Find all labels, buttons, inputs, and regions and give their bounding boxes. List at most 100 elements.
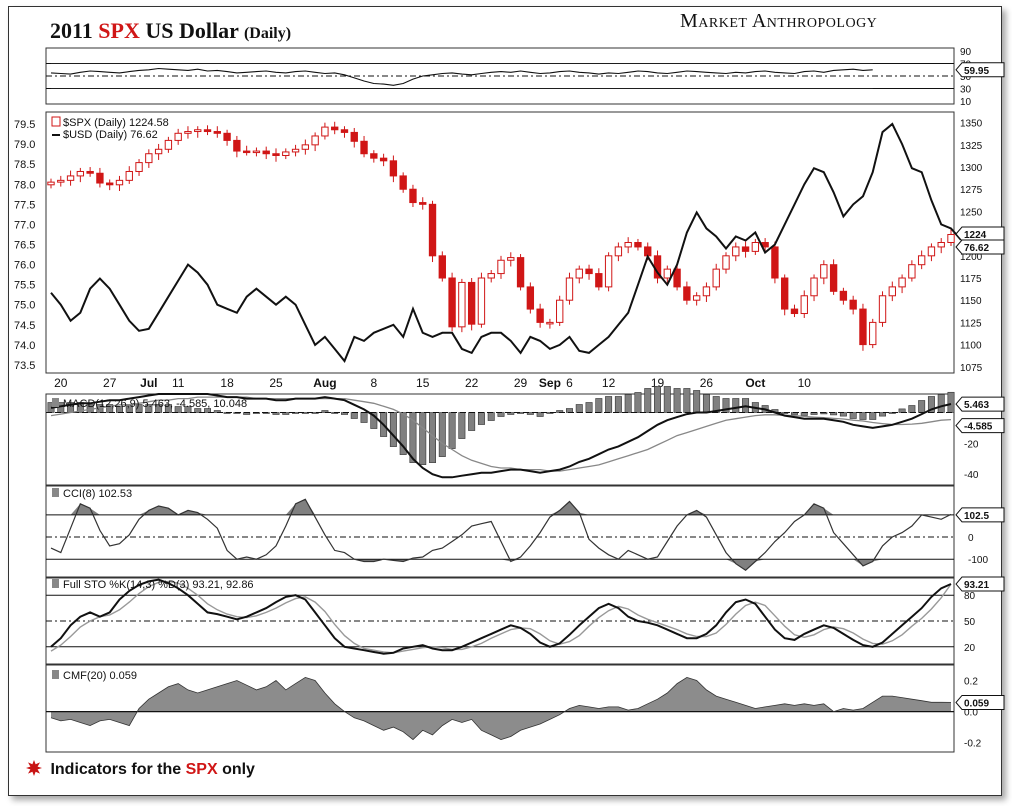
spx-candle-up <box>624 242 632 248</box>
spx-candle-down <box>771 246 779 279</box>
stoch-current-tag: 93.21 <box>964 580 989 591</box>
macd-histogram-bar <box>389 412 397 447</box>
spx-candle-down <box>859 308 867 346</box>
spx-candle-up <box>663 268 671 279</box>
usd-axis-label: 78.0 <box>14 179 35 191</box>
rsi-axis-label: 50 <box>960 72 972 83</box>
footnote: Indicators for the SPX only <box>26 760 255 779</box>
macd-histogram-bar <box>634 392 642 413</box>
x-tick-label: 22 <box>465 376 479 390</box>
spx-candle-up <box>732 246 740 257</box>
macd-histogram-bar <box>204 408 212 413</box>
macd-histogram-bar <box>908 405 916 413</box>
macd-histogram-bar <box>409 412 417 463</box>
macd-histogram-bar <box>605 396 613 413</box>
spx-candle-up <box>556 299 564 323</box>
spx-candle-up <box>927 246 936 257</box>
spx-candle-up <box>282 151 290 156</box>
spx-axis-label: 1100 <box>960 341 982 352</box>
macd-histogram-bar <box>849 412 857 419</box>
macd-histogram-bar <box>458 412 466 439</box>
x-tick-label: 11 <box>172 376 185 390</box>
rsi-axis-label: 30 <box>960 84 972 95</box>
stoch-current-tag-box <box>955 576 1005 592</box>
spx-candle-up <box>487 273 495 279</box>
macd-histogram-bar <box>879 412 887 417</box>
macd-histogram-bar <box>644 388 652 413</box>
spx-axis-label: 1150 <box>960 296 982 307</box>
rsi-axis-label: 10 <box>960 97 972 108</box>
macd-histogram-bar <box>321 410 329 413</box>
macd-histogram-bar <box>663 386 671 413</box>
spx-axis-label: 1300 <box>960 163 983 174</box>
x-tick-label: 12 <box>602 376 616 390</box>
spx-legend-label: $SPX (Daily) 1224.58 <box>63 117 169 129</box>
x-tick-label: 29 <box>514 376 528 390</box>
spx-candle-down <box>829 264 838 292</box>
spx-candle-up <box>546 321 554 325</box>
spx-candle-up <box>947 234 955 244</box>
spx-current-tag-box <box>955 226 1005 242</box>
stoch-label: Full STO %K(14,3) %D(3) 93.21, 92.86 <box>63 579 254 591</box>
cci-fill-above <box>51 499 951 515</box>
spx-axis-label: 1250 <box>960 207 983 218</box>
spx-candle-up <box>722 255 730 270</box>
panel-icon <box>52 488 59 497</box>
stoch-d-line <box>50 580 952 654</box>
spx-candle-down <box>106 182 114 186</box>
spx-candle-up <box>507 257 515 261</box>
x-tick-label: 26 <box>700 376 714 390</box>
rsi-line <box>50 67 873 86</box>
rsi-axis-label: 90 <box>960 47 972 58</box>
usd-axis-label: 79.0 <box>14 139 35 151</box>
x-tick-label: 6 <box>566 376 573 390</box>
spx-candle-down <box>360 140 368 155</box>
spx-candle-down <box>331 126 339 131</box>
cci-current-tag: 102.5 <box>964 511 989 522</box>
brand-name: Market Anthropology <box>680 10 878 32</box>
macd-axis-label: -40 <box>964 470 979 481</box>
macd-current-tag-box <box>955 396 1005 412</box>
macd-histogram-bar <box>693 390 701 413</box>
cmf-line <box>50 676 952 741</box>
x-tick-label: 10 <box>798 376 812 390</box>
x-tick-label: 25 <box>269 376 283 390</box>
macd-histogram-bar <box>575 404 583 413</box>
spx-candle-down <box>526 286 535 310</box>
macd-histogram-bar <box>614 396 622 413</box>
spx-candle-down <box>644 246 652 257</box>
spx-candle-down <box>595 273 603 288</box>
usd-axis-label: 77.0 <box>14 219 35 231</box>
cci-axis-label: 0 <box>968 533 974 544</box>
spx-candle-down <box>262 150 270 155</box>
spx-candle-up <box>194 129 202 133</box>
macd-histogram-bar <box>947 391 955 413</box>
spx-candle-down <box>233 139 241 152</box>
spx-candle-down <box>585 268 593 275</box>
spx-axis-label: 1325 <box>960 141 983 152</box>
macd-line <box>50 393 952 479</box>
x-tick-label: 20 <box>54 376 68 390</box>
x-tick-label: 15 <box>416 376 430 390</box>
macd-histogram-bar <box>350 412 358 419</box>
macd-histogram-bar <box>595 398 603 413</box>
price-panel <box>45 111 955 374</box>
macd-histogram-bar <box>683 388 691 413</box>
spx-candle-down <box>86 170 94 174</box>
footnote-ticker: SPX <box>185 761 218 778</box>
starburst-icon <box>26 760 42 776</box>
spx-candle-up <box>125 170 133 181</box>
spx-candle-down <box>370 153 378 159</box>
spx-candle-down <box>849 299 857 310</box>
usd-axis-label: 79.5 <box>14 119 35 131</box>
spx-candle-up <box>76 170 85 177</box>
usd-axis-label: 76.5 <box>14 240 35 252</box>
usd-line <box>50 122 962 363</box>
x-tick-label: Aug <box>313 376 336 390</box>
usd-legend-label: $USD (Daily) 76.62 <box>63 129 158 141</box>
macd-histogram-bar <box>673 388 681 413</box>
macd-histogram-bar <box>654 386 662 413</box>
macd-histogram-bar <box>839 412 847 417</box>
spx-candle-up <box>57 179 65 183</box>
spx-candle-up <box>174 132 182 141</box>
